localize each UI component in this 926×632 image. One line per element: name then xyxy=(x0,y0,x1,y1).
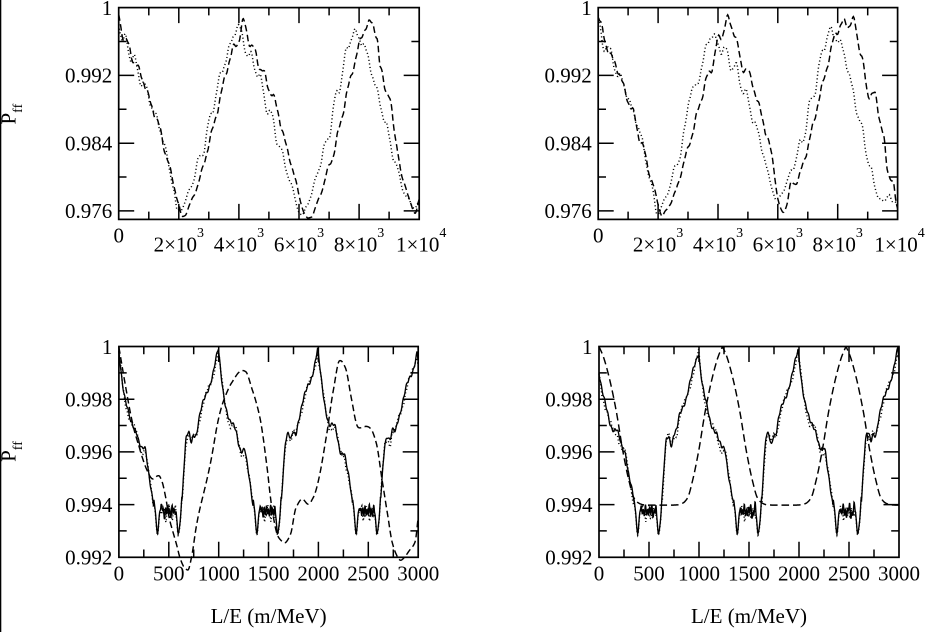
svg-text:1000: 1000 xyxy=(198,562,240,586)
svg-text:500: 500 xyxy=(633,562,665,586)
svg-text:2500: 2500 xyxy=(347,562,389,586)
svg-text:1: 1 xyxy=(102,335,113,359)
svg-text:L/E (m/MeV): L/E (m/MeV) xyxy=(211,604,327,628)
svg-text:0.992: 0.992 xyxy=(65,546,112,570)
svg-text:L/E (m/MeV): L/E (m/MeV) xyxy=(691,604,807,628)
svg-text:0.996: 0.996 xyxy=(65,440,112,464)
svg-text:1000: 1000 xyxy=(678,562,720,586)
svg-text:1: 1 xyxy=(102,0,113,20)
svg-text:0.992: 0.992 xyxy=(65,64,112,88)
svg-text:0: 0 xyxy=(593,223,604,247)
svg-text:0.984: 0.984 xyxy=(65,131,113,155)
svg-text:0.998: 0.998 xyxy=(545,387,592,411)
svg-text:0.984: 0.984 xyxy=(544,131,592,155)
svg-text:2000: 2000 xyxy=(778,562,820,586)
svg-text:1500: 1500 xyxy=(248,562,290,586)
svg-text:0.998: 0.998 xyxy=(65,387,112,411)
svg-text:2000: 2000 xyxy=(297,562,339,586)
svg-text:0.992: 0.992 xyxy=(545,546,592,570)
svg-text:1500: 1500 xyxy=(728,562,770,586)
svg-text:3000: 3000 xyxy=(397,562,439,586)
svg-text:0.976: 0.976 xyxy=(65,199,112,223)
svg-text:0.994: 0.994 xyxy=(545,493,593,517)
svg-text:1: 1 xyxy=(581,0,592,20)
svg-text:2500: 2500 xyxy=(828,562,870,586)
svg-text:0.994: 0.994 xyxy=(65,493,113,517)
svg-text:1: 1 xyxy=(582,335,593,359)
svg-text:0.996: 0.996 xyxy=(545,440,592,464)
svg-text:0: 0 xyxy=(113,223,124,247)
svg-text:0: 0 xyxy=(114,562,125,586)
svg-text:0.992: 0.992 xyxy=(544,64,591,88)
svg-text:3000: 3000 xyxy=(878,562,920,586)
svg-text:0.976: 0.976 xyxy=(544,199,591,223)
svg-text:500: 500 xyxy=(153,562,185,586)
svg-text:0: 0 xyxy=(594,562,605,586)
